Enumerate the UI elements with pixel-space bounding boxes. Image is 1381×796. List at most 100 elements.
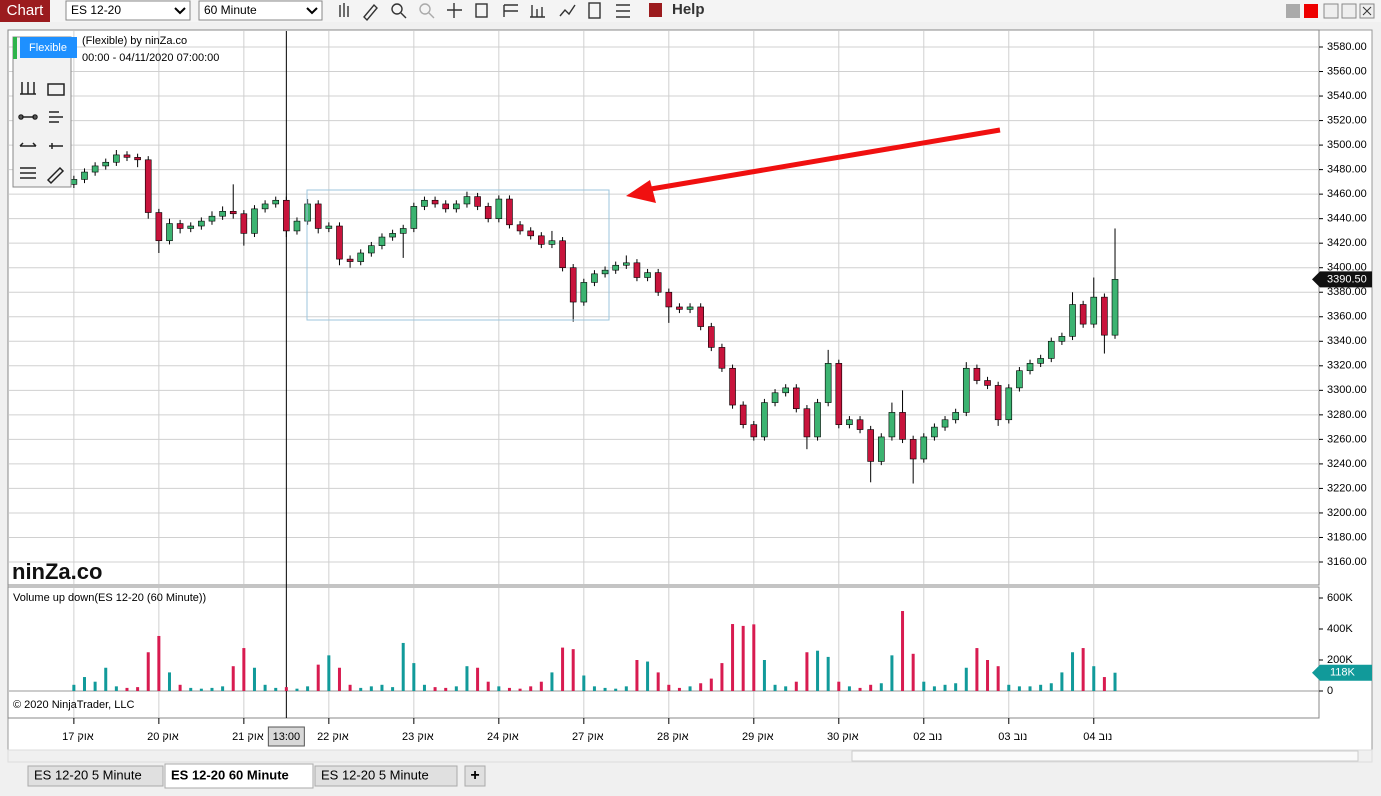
candle-body [91, 165, 99, 173]
y-tick-label: 3380.00 [1327, 286, 1367, 298]
last-price-label: 3390.50 [1327, 273, 1367, 285]
y-tick-label: 0 [1327, 685, 1333, 697]
window-button[interactable] [1286, 4, 1300, 18]
volume-bar [316, 664, 320, 691]
candle-body [792, 387, 800, 410]
volume-bar [550, 672, 554, 691]
help-icon[interactable] [649, 3, 662, 17]
candle-body [516, 224, 524, 232]
candle-body [368, 245, 375, 254]
candle-body [877, 436, 885, 462]
candle-body [697, 306, 704, 327]
y-tick-label: 3320.00 [1327, 360, 1367, 372]
volume-bar [996, 666, 1000, 691]
y-tick-label: 3540.00 [1327, 90, 1367, 102]
candle-body [601, 269, 609, 275]
last-volume-tag [1312, 664, 1372, 681]
scrollbar-thumb[interactable] [851, 750, 1359, 762]
candle-body [176, 223, 184, 229]
volume-bar [199, 688, 203, 691]
volume-bar [167, 672, 171, 691]
volume-bar [422, 684, 426, 691]
candle-body [548, 240, 556, 245]
volume-bar [784, 686, 788, 691]
tab-label: ES 12-20 5 Minute [321, 767, 429, 782]
tab[interactable] [164, 763, 314, 789]
candle-body [1037, 358, 1044, 364]
volume-bar [837, 681, 841, 691]
candle-body [612, 264, 619, 271]
volume-bar [391, 687, 395, 691]
volume-bar [582, 675, 586, 691]
candle-body [293, 220, 301, 232]
dropdown-arrow [306, 7, 318, 15]
volume-bar [210, 687, 214, 691]
volume-bar [497, 686, 501, 691]
tab[interactable] [27, 765, 164, 787]
flexible-button[interactable] [20, 37, 77, 58]
y-tick-label: 3300.00 [1327, 384, 1367, 396]
candle-body [1016, 370, 1023, 389]
volume-bar [295, 688, 299, 691]
volume-bar [624, 686, 628, 691]
volume-bar [306, 686, 310, 691]
maximize-button[interactable] [1341, 3, 1357, 19]
candle-body [208, 215, 216, 222]
y-tick-label: 200K [1327, 654, 1353, 666]
volume-bar [327, 655, 331, 691]
price-panel [7, 29, 1320, 586]
x-tick-label: 24 אוק [487, 731, 519, 743]
volume-bar [221, 686, 225, 691]
candle-body [336, 225, 343, 260]
candle-body [644, 272, 651, 278]
minimize-button[interactable] [1323, 3, 1339, 19]
candle-body [761, 402, 768, 438]
candle-body [856, 419, 864, 430]
y-tick-label: 3440.00 [1327, 213, 1367, 225]
toolbar-icons[interactable] [339, 2, 630, 22]
volume-bar [890, 655, 894, 691]
candle-body [314, 203, 322, 229]
help-label[interactable]: Help [672, 1, 705, 18]
candle-body [814, 402, 821, 438]
candle-body [750, 424, 758, 438]
tab[interactable] [314, 765, 458, 787]
y-tick-label: 3360.00 [1327, 311, 1367, 323]
volume-bar [93, 681, 97, 691]
window-button[interactable] [1304, 4, 1318, 18]
crosshair-tag [267, 726, 305, 747]
volume-bar [1007, 684, 1011, 691]
volume-bar [539, 681, 543, 691]
candle-body [846, 419, 853, 425]
candle-body [633, 262, 641, 278]
chart-button-label: Chart [7, 2, 45, 19]
candle-body [102, 161, 110, 167]
volume-bar [1039, 684, 1043, 691]
candle-body [984, 380, 991, 386]
volume-bar [114, 686, 118, 691]
volume-bar [72, 684, 76, 691]
candle-body [229, 211, 237, 215]
y-tick-label: 400K [1327, 623, 1353, 635]
instrument-select[interactable] [65, 0, 191, 21]
interval-select[interactable] [198, 0, 323, 21]
drawing-tool-icons[interactable] [18, 82, 65, 185]
volume-bar [284, 687, 288, 691]
candle-body [1026, 363, 1034, 372]
candle-body [144, 159, 152, 213]
volume-panel [7, 586, 1320, 719]
interval-label: 60 Minute [204, 3, 257, 17]
candle-body [134, 157, 141, 161]
volume-bar [826, 656, 830, 691]
chart-button[interactable] [0, 0, 50, 22]
chart-subtitle: 00:00 - 04/11/2020 07:00:00 [82, 52, 219, 64]
y-tick-label: 3280.00 [1327, 409, 1367, 421]
volume-bar [476, 667, 480, 691]
candle-body [686, 306, 694, 310]
candle-body [771, 392, 779, 403]
volume-bar [465, 666, 469, 691]
new-tab-button[interactable] [464, 765, 486, 787]
volume-bar [731, 624, 735, 691]
volume-bar [762, 660, 766, 691]
volume-bar [507, 687, 511, 691]
